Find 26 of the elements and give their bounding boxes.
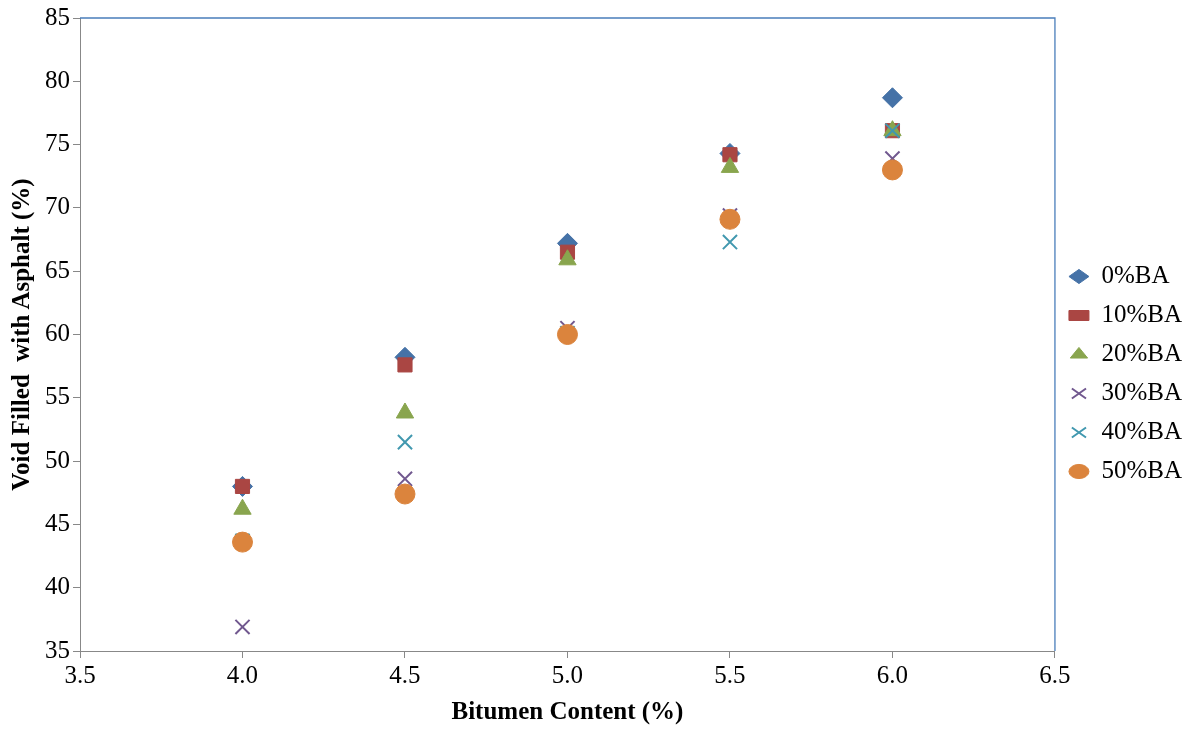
x-tick-label: 5.0 bbox=[551, 660, 584, 688]
legend-label: 0%BA bbox=[1101, 261, 1170, 289]
y-tick-label: 65 bbox=[45, 255, 70, 283]
x-tick-label: 6.5 bbox=[1039, 660, 1071, 688]
y-axis-title: Void Filled with Asphalt (%) bbox=[7, 178, 36, 491]
legend-label: 10%BA bbox=[1101, 300, 1183, 328]
y-tick-label: 45 bbox=[45, 508, 70, 536]
x-tick-label: 3.5 bbox=[64, 660, 96, 688]
y-tick-label: 60 bbox=[45, 319, 70, 347]
legend-label: 40%BA bbox=[1101, 417, 1183, 445]
y-tick-label: 70 bbox=[45, 192, 70, 220]
x-tick-label: 4.0 bbox=[226, 660, 259, 688]
legend-label: 20%BA bbox=[1101, 339, 1183, 367]
y-tick-label: 55 bbox=[45, 382, 70, 410]
x-tick-label: 5.5 bbox=[714, 660, 746, 688]
legend-label: 30%BA bbox=[1101, 378, 1183, 406]
y-tick-label: 85 bbox=[45, 2, 70, 30]
x-axis-title: Bitumen Content (%) bbox=[451, 697, 684, 726]
y-tick-label: 40 bbox=[45, 572, 70, 600]
x-tick-label: 4.5 bbox=[389, 660, 421, 688]
y-tick-label: 75 bbox=[45, 129, 70, 157]
y-tick-label: 50 bbox=[45, 445, 70, 473]
y-tick-label: 80 bbox=[45, 65, 70, 93]
x-tick-label: 6.0 bbox=[876, 660, 909, 688]
legend-label: 50%BA bbox=[1101, 456, 1183, 484]
y-tick-label: 35 bbox=[45, 635, 70, 663]
